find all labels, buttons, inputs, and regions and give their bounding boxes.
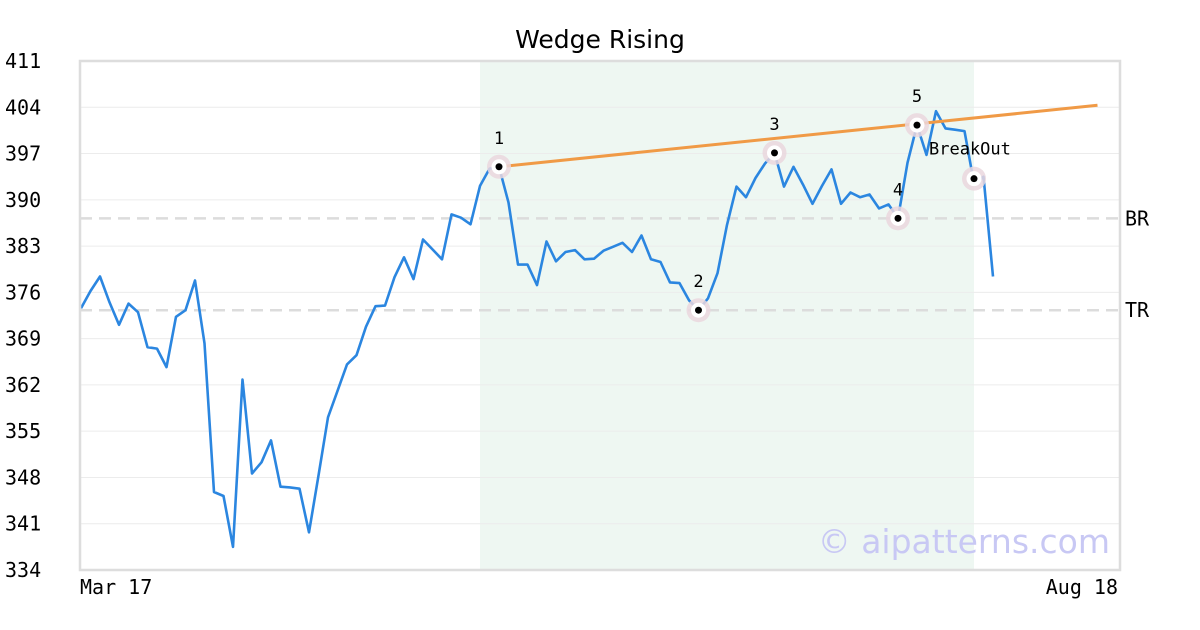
pivot-point	[894, 214, 902, 222]
x-tick-label-start: Mar 17	[80, 575, 152, 599]
y-tick-label: 341	[5, 512, 41, 536]
x-tick-label-end: Aug 18	[1046, 575, 1118, 599]
price-series-line	[79, 109, 995, 549]
y-tick-label: 334	[5, 558, 41, 582]
level-label-tr: TR	[1125, 298, 1150, 322]
y-tick-label: 390	[5, 188, 41, 212]
pivot-point	[695, 306, 702, 314]
level-lines: BR TR	[80, 206, 1150, 322]
plot-frame	[78, 59, 1122, 572]
y-tick-label: 383	[5, 234, 41, 258]
y-axis-ticks: 334 341 348 355 362 369 376 383 390 397 404 411	[5, 49, 41, 582]
y-tick-label: 362	[5, 373, 41, 397]
pivot-label: 2	[693, 272, 703, 292]
y-tick-label: 397	[5, 142, 41, 166]
pivot-label: 4	[893, 180, 903, 200]
watermark: © aipatterns.com	[818, 522, 1110, 561]
y-tick-label: 411	[5, 49, 41, 73]
y-tick-label: 376	[5, 280, 41, 304]
pivot-point	[970, 175, 978, 183]
pivot-label: BreakOut	[929, 140, 1011, 160]
y-tick-label: 404	[5, 95, 41, 119]
pivot-label: 3	[769, 115, 779, 135]
pivot-label: 1	[494, 129, 504, 149]
grid-lines	[80, 60, 1120, 571]
pivot-markers: 1 2 3 4 5 BreakOut	[487, 87, 1011, 323]
y-tick-label: 348	[5, 465, 41, 489]
pivot-point	[913, 121, 921, 129]
pivot-point	[495, 163, 503, 171]
chart-title: Wedge Rising	[515, 25, 685, 54]
level-label-br: BR	[1125, 206, 1150, 230]
pattern-shaded-region	[480, 61, 974, 570]
pivot-label: 5	[912, 87, 922, 107]
y-tick-label: 369	[5, 327, 41, 351]
pivot-point	[771, 149, 778, 157]
wedge-trendline	[498, 103, 1098, 169]
y-tick-label: 355	[5, 419, 41, 443]
